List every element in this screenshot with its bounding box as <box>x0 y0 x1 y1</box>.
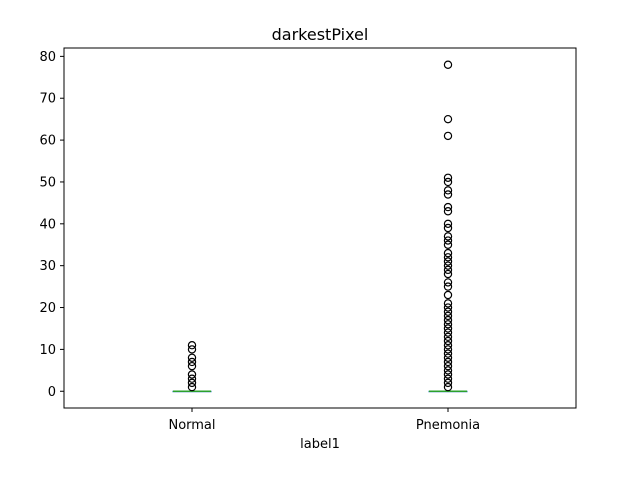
outlier-point <box>443 131 453 141</box>
x-tick-label: Pnemonia <box>416 418 480 433</box>
outlier-point <box>443 253 453 262</box>
y-tick-label: 20 <box>39 301 56 316</box>
y-tick-label: 10 <box>39 343 56 358</box>
outlier-point <box>443 60 453 69</box>
axes-frame <box>63 47 577 409</box>
outlier-point <box>187 382 197 392</box>
y-tick-label: 40 <box>39 217 56 232</box>
outlier-point <box>443 223 453 233</box>
outlier-point <box>443 370 453 379</box>
outlier-point <box>443 219 453 229</box>
outlier-point <box>443 324 453 333</box>
outlier-point <box>443 114 453 124</box>
outlier-point <box>187 361 197 371</box>
y-tick-label: 70 <box>39 92 56 107</box>
outlier-point <box>443 299 453 308</box>
outlier-point <box>443 307 453 316</box>
outlier-point <box>443 236 453 245</box>
y-tick-label: 30 <box>39 259 56 274</box>
outlier-point <box>187 378 197 388</box>
outlier-point <box>443 248 453 258</box>
outlier-point <box>443 345 453 354</box>
outlier-point <box>443 290 453 300</box>
outlier-point <box>187 357 197 367</box>
y-tick-label: 50 <box>39 175 56 190</box>
outlier-point <box>443 190 453 199</box>
outlier-point <box>443 278 453 287</box>
outlier-point <box>443 315 453 325</box>
outlier-point <box>443 282 453 291</box>
outlier-point <box>443 269 453 279</box>
outlier-point <box>443 374 453 383</box>
outlier-point <box>443 341 453 350</box>
outlier-point <box>443 265 453 275</box>
outlier-point <box>443 357 453 367</box>
outlier-point <box>443 311 453 321</box>
outlier-point <box>187 345 197 354</box>
outlier-point <box>443 261 453 270</box>
outlier-point <box>443 173 453 182</box>
outlier-point <box>443 332 453 342</box>
x-tick-label: Normal <box>168 418 215 433</box>
outlier-point <box>443 382 453 392</box>
plot-area: 0 10 20 30 40 50 60 70 80 Normal Pnemonia <box>39 47 577 433</box>
outlier-point <box>443 207 453 216</box>
y-tick-label: 0 <box>48 385 56 400</box>
y-tick-label: 80 <box>39 50 56 65</box>
outlier-point <box>187 353 197 362</box>
outlier-point <box>443 303 453 312</box>
outlier-point <box>443 202 453 212</box>
outlier-point <box>443 328 453 337</box>
outlier-point <box>187 374 197 383</box>
outlier-point <box>443 361 453 371</box>
outlier-point <box>443 177 453 187</box>
outlier-point <box>443 257 453 266</box>
outlier-point <box>443 240 453 249</box>
outlier-point <box>443 349 453 358</box>
outlier-point <box>443 378 453 388</box>
outlier-point <box>187 341 197 350</box>
outlier-point <box>443 186 453 195</box>
outlier-point <box>443 336 453 346</box>
outlier-point <box>443 353 453 362</box>
outlier-point <box>443 232 453 241</box>
outlier-point <box>443 366 453 375</box>
x-axis-label: label1 <box>300 437 340 452</box>
outlier-point <box>187 370 197 379</box>
chart-title: darkestPixel <box>272 25 369 44</box>
y-tick-label: 60 <box>39 134 56 149</box>
outlier-point <box>443 320 453 329</box>
